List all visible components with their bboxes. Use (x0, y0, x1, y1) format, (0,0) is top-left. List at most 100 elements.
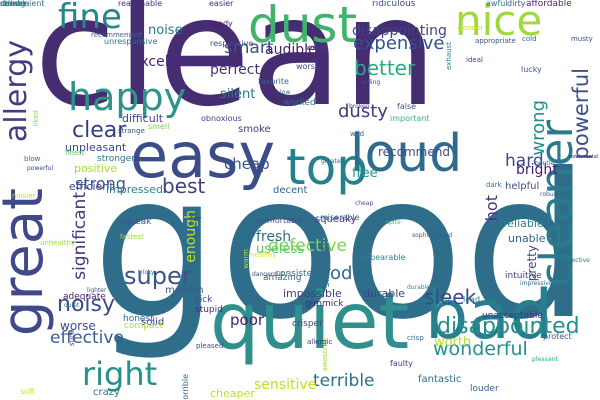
word-fresh: fresh (256, 229, 292, 245)
word-ideal: ideal (466, 56, 483, 64)
word-efficient: efficient (69, 180, 114, 193)
word-important: important (390, 114, 430, 123)
word-robust: robust (540, 191, 560, 198)
word-squeak: squeak (119, 217, 152, 227)
word-healthy: healthy (250, 251, 277, 259)
word-terrible: terrible (313, 371, 375, 391)
word-wonderful: wonderful (433, 338, 528, 360)
word-dirty: dirty (507, 0, 526, 8)
word-dead: dead (0, 0, 20, 8)
word-useless: useless (256, 242, 305, 257)
word-strange: strange (118, 127, 145, 135)
word-wonder: wonder (457, 24, 484, 32)
word-horrible: horrible (181, 374, 190, 400)
word-impossible: impossible (283, 287, 342, 300)
word-helpful: helpful (505, 181, 540, 192)
word-responsive: responsive (210, 39, 254, 48)
word-unresponsive: unresponsive (104, 37, 158, 46)
word-low: low (280, 89, 291, 96)
word-quiet: quiet (64, 302, 80, 309)
word-effective: effective (50, 328, 124, 348)
word-tricky: tricky (138, 269, 155, 276)
word-clear: clear (72, 118, 127, 143)
word-bright: bright (516, 162, 558, 178)
word-odor: odor (330, 263, 371, 284)
word-favorite: favorite (258, 77, 289, 86)
word-significant: significant (70, 192, 90, 280)
word-nice: nice (455, 0, 543, 45)
word-crisper: crisper (292, 319, 323, 329)
word-crisp: crisp (407, 334, 424, 342)
word-faulty: faulty (390, 359, 413, 368)
word-recommend: recommend (378, 145, 450, 159)
word-false: false (397, 102, 417, 111)
word-stupid: stupid (195, 305, 223, 315)
word-fantastic: fantastic (418, 374, 462, 385)
word-perfect: perfect (210, 62, 260, 78)
word-poor: poor (230, 311, 265, 329)
word-worked: worked (283, 98, 316, 108)
word-stronger: stronger (97, 154, 135, 164)
word-vent: vent (433, 269, 447, 276)
word-skeptical: skeptical (321, 243, 332, 288)
word-crazy: crazy (93, 387, 120, 398)
word-sick: sick (195, 295, 213, 305)
word-gentle: gentle (535, 160, 555, 167)
word-reliable: reliable (503, 217, 544, 230)
word-dangerous: dangerous (252, 271, 284, 278)
word-super: super (124, 262, 192, 290)
word-wild: wild (350, 130, 365, 138)
word-recommended: recommended (91, 31, 142, 39)
word-sleek: sleek (424, 285, 477, 309)
word-wrong: wrong (528, 100, 549, 156)
word-ready: ready (210, 19, 233, 28)
word-adequate: adequate (63, 292, 106, 302)
word-sensitive: sensitive (254, 377, 317, 393)
word-weird: weird (306, 43, 328, 52)
word-gimmick: gimmick (305, 299, 344, 309)
word-appropriate: appropriate (475, 37, 516, 45)
word-clean: clean (34, 0, 438, 140)
word-lucky: lucky (521, 65, 542, 74)
word-easier: easier (209, 0, 234, 8)
word-soft: soft (20, 387, 35, 396)
word-amazing: amazing (263, 273, 302, 283)
word-dust: dust (248, 0, 358, 54)
word-affordable: affordable (526, 0, 572, 9)
word-suck: suck (68, 330, 76, 346)
word-disappointed: disappointed (437, 314, 580, 339)
word-dark: dark (486, 181, 502, 189)
word-right: right (82, 355, 158, 393)
word-fair: fair (190, 215, 202, 223)
word-exhaust: exhaust (445, 42, 453, 70)
word-worse: worse (60, 319, 96, 333)
word-convenient: convenient (0, 0, 45, 8)
word-easy: easy (130, 119, 276, 192)
word-smoke: smoke (238, 124, 271, 135)
word-comfortable: comfortable (255, 216, 304, 225)
word-unhealthy: unhealthy (40, 239, 76, 247)
word-positive: positive (74, 162, 118, 175)
word-dusty: dusty (338, 101, 388, 122)
word-musty: musty (571, 35, 593, 43)
word-allergic: allergic (307, 338, 333, 346)
word-fastest: fastest (120, 233, 144, 241)
word-handy: handy (425, 296, 450, 305)
word-spite: spite (386, 219, 401, 226)
word-noisy: noisy (57, 292, 115, 317)
word-hard: hard (505, 151, 544, 171)
word-best: best (162, 174, 206, 198)
word-honest: honest (123, 314, 154, 324)
word-unacceptable: unacceptable (482, 311, 543, 321)
word-decent: decent (273, 185, 308, 196)
word-greatest: greatest (321, 158, 347, 165)
word-compact: compact (124, 321, 163, 331)
word-ridiculous: ridiculous (372, 0, 416, 9)
word-detrimental: detrimental (569, 154, 599, 160)
word-top: top (286, 138, 368, 196)
word-finest: finest (65, 149, 85, 157)
word-loud: loud (350, 124, 463, 184)
word-lighter: lighter (87, 287, 107, 294)
word-cheaper: cheaper (210, 387, 255, 400)
word-durable: durable (407, 284, 430, 291)
